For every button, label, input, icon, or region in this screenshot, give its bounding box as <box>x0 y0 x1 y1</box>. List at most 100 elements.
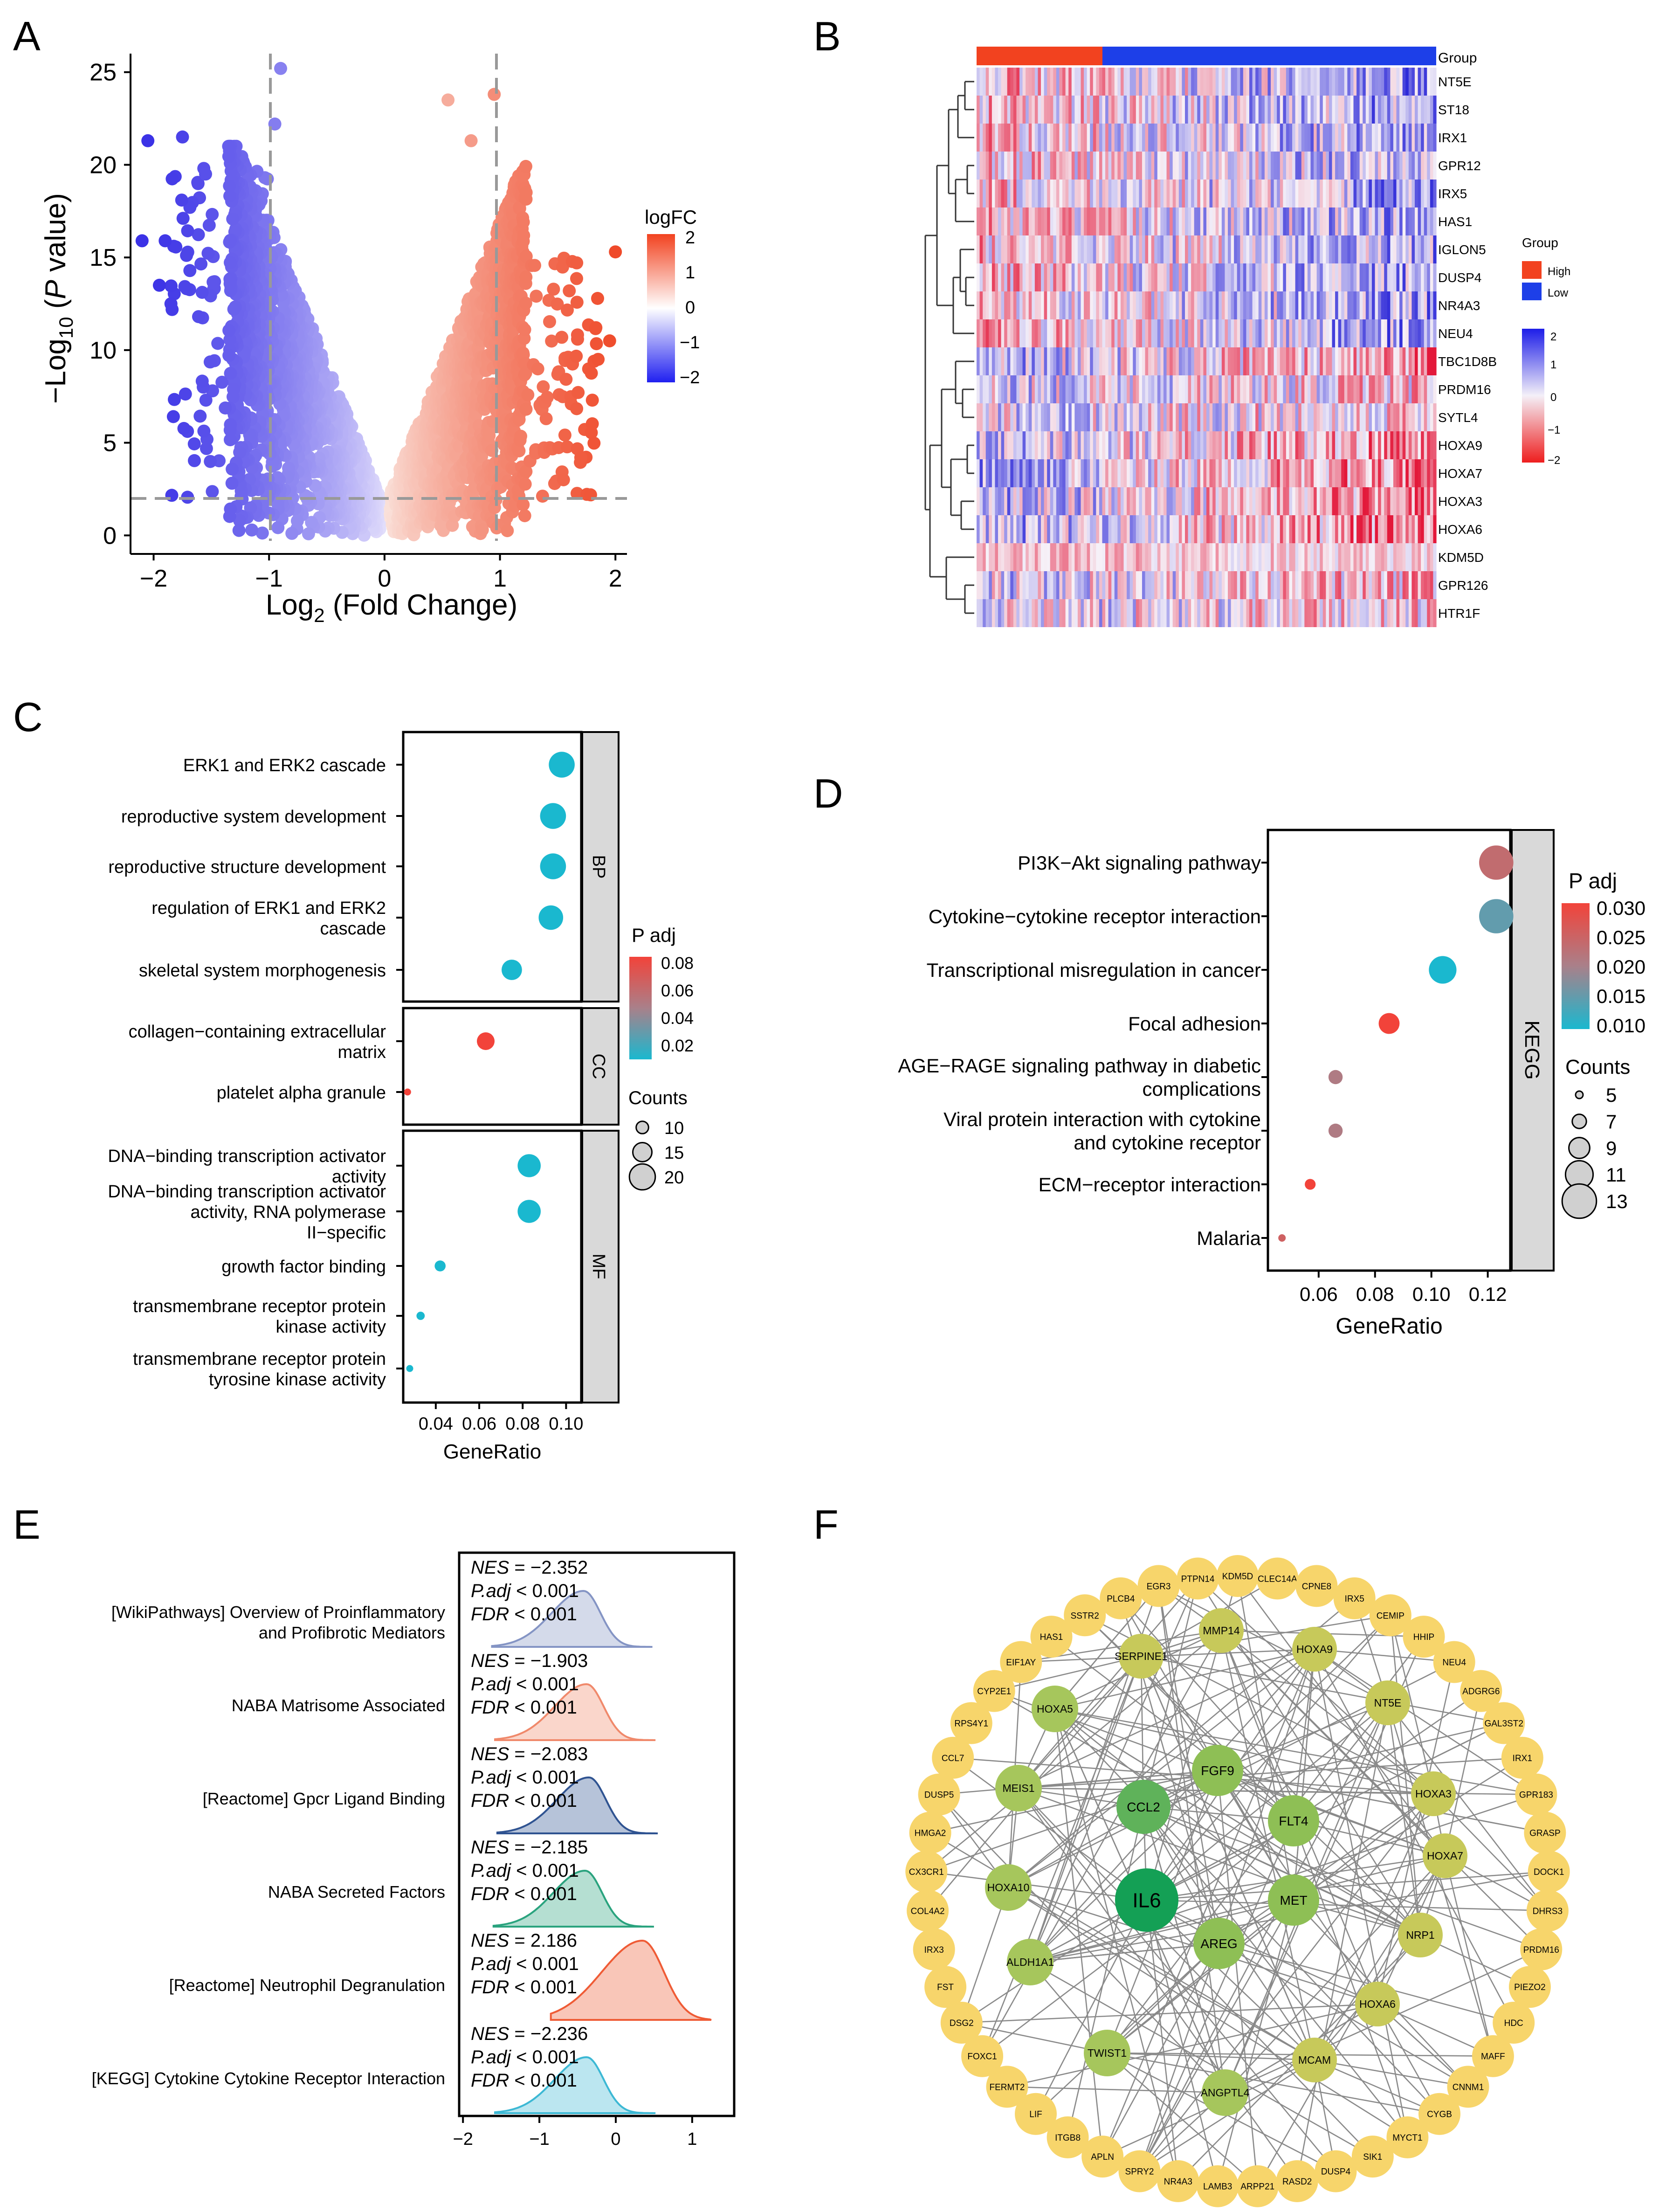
heatmap-cell <box>1062 207 1066 235</box>
heatmap-cell <box>1176 180 1179 207</box>
heatmap-cell <box>1188 68 1191 96</box>
heatmap-cell <box>985 96 989 124</box>
heatmap-cell <box>1271 291 1274 319</box>
heatmap-cell <box>1013 263 1017 291</box>
heatmap-cell <box>1117 263 1121 291</box>
heatmap-cell <box>1249 207 1253 235</box>
heatmap-cell <box>1371 263 1376 291</box>
heatmap-cell <box>1200 403 1204 431</box>
heatmap-cell <box>1028 68 1032 96</box>
heatmap-cell <box>1111 207 1115 235</box>
heatmap-cell <box>1234 207 1238 235</box>
heatmap-cell <box>1145 291 1149 319</box>
heatmap-cell <box>1332 375 1336 403</box>
heatmap-cell <box>1077 263 1081 291</box>
heatmap-cell <box>1117 207 1121 235</box>
heatmap-cell <box>1215 375 1219 403</box>
heatmap-cell <box>1375 347 1378 375</box>
heatmap-cell <box>1172 68 1176 96</box>
heatmap-cell <box>1231 180 1234 207</box>
heatmap-cell <box>1387 403 1391 431</box>
heatmap-cell <box>1117 431 1121 459</box>
heatmap-cell <box>1004 124 1008 152</box>
heatmap-cell <box>1369 207 1372 235</box>
heatmap-cell <box>1384 263 1388 291</box>
heatmap-cell <box>1405 291 1409 319</box>
heatmap-cell <box>1267 207 1271 235</box>
heatmap-cell <box>1286 291 1290 319</box>
heatmap-cell <box>1390 96 1394 124</box>
heatmap-cell <box>1007 207 1011 235</box>
heatmap-cell <box>1384 291 1388 319</box>
heatmap-cell <box>1081 319 1084 347</box>
heatmap-cell <box>1418 152 1421 180</box>
heatmap-cell <box>1166 263 1170 291</box>
heatmap-cell <box>1081 431 1084 459</box>
volcano-point <box>519 465 533 478</box>
heatmap-cell <box>1329 207 1333 235</box>
heatmap-cell <box>1264 403 1268 431</box>
heatmap-cell <box>1034 96 1039 124</box>
heatmap-cell <box>1277 291 1281 319</box>
heatmap-cell <box>1004 96 1008 124</box>
heatmap-cell <box>1326 152 1329 180</box>
heatmap-cell <box>1209 68 1213 96</box>
heatmap-cell <box>1016 96 1020 124</box>
heatmap-cell <box>1081 291 1084 319</box>
heatmap-cell <box>1133 207 1136 235</box>
volcano-point <box>227 390 240 403</box>
heatmap-cell <box>1225 124 1228 152</box>
heatmap-cell <box>1255 68 1259 96</box>
heatmap-cell <box>1172 347 1176 375</box>
heatmap-cell <box>1093 207 1096 235</box>
heatmap-cell <box>1028 319 1032 347</box>
heatmap-cell <box>995 375 998 403</box>
heatmap-cell <box>1191 68 1195 96</box>
heatmap-cell <box>1381 403 1384 431</box>
heatmap-cell <box>1182 291 1185 319</box>
heatmap-cell <box>1274 96 1277 124</box>
heatmap-cell <box>1295 207 1299 235</box>
heatmap-cell <box>985 207 989 235</box>
heatmap-cell <box>1350 235 1354 263</box>
heatmap-cell <box>1341 347 1345 375</box>
heatmap-cell <box>1142 431 1146 459</box>
heatmap-cell <box>1139 375 1143 403</box>
heatmap-cell <box>1393 375 1397 403</box>
heatmap-cell <box>1166 124 1170 152</box>
heatmap-cell <box>1396 375 1400 403</box>
heatmap-cell <box>1197 291 1201 319</box>
heatmap-cell <box>1363 375 1366 403</box>
heatmap-cell <box>1148 347 1152 375</box>
heatmap-cell <box>1365 124 1369 152</box>
heatmap-cell <box>1215 319 1219 347</box>
heatmap-cell <box>1350 124 1354 152</box>
heatmap-cell <box>1363 235 1366 263</box>
heatmap-cell <box>1219 207 1222 235</box>
heatmap-cell <box>1411 152 1415 180</box>
heatmap-cell <box>1237 68 1240 96</box>
heatmap-cell <box>1001 180 1005 207</box>
heatmap-cell <box>1424 375 1427 403</box>
heatmap-cell <box>1108 96 1112 124</box>
heatmap-cell <box>991 263 996 291</box>
heatmap-cell <box>1136 403 1139 431</box>
heatmap-cell <box>1301 152 1305 180</box>
heatmap-cell <box>1117 68 1121 96</box>
heatmap-cell <box>1286 96 1290 124</box>
heatmap-cell <box>1074 347 1078 375</box>
heatmap-cell <box>1041 207 1045 235</box>
heatmap-cell <box>1197 347 1201 375</box>
heatmap-cell <box>1050 152 1053 180</box>
heatmap-cell <box>1219 291 1222 319</box>
heatmap-cell <box>985 375 989 403</box>
volcano-point <box>223 189 236 203</box>
heatmap-cell <box>1292 207 1296 235</box>
heatmap-cell <box>1178 431 1183 459</box>
heatmap-cell <box>1209 207 1213 235</box>
heatmap-cell <box>1292 375 1296 403</box>
heatmap-cell <box>977 180 980 207</box>
heatmap-cell <box>1225 375 1228 403</box>
heatmap-cell <box>1163 431 1167 459</box>
heatmap-cell <box>1139 263 1143 291</box>
